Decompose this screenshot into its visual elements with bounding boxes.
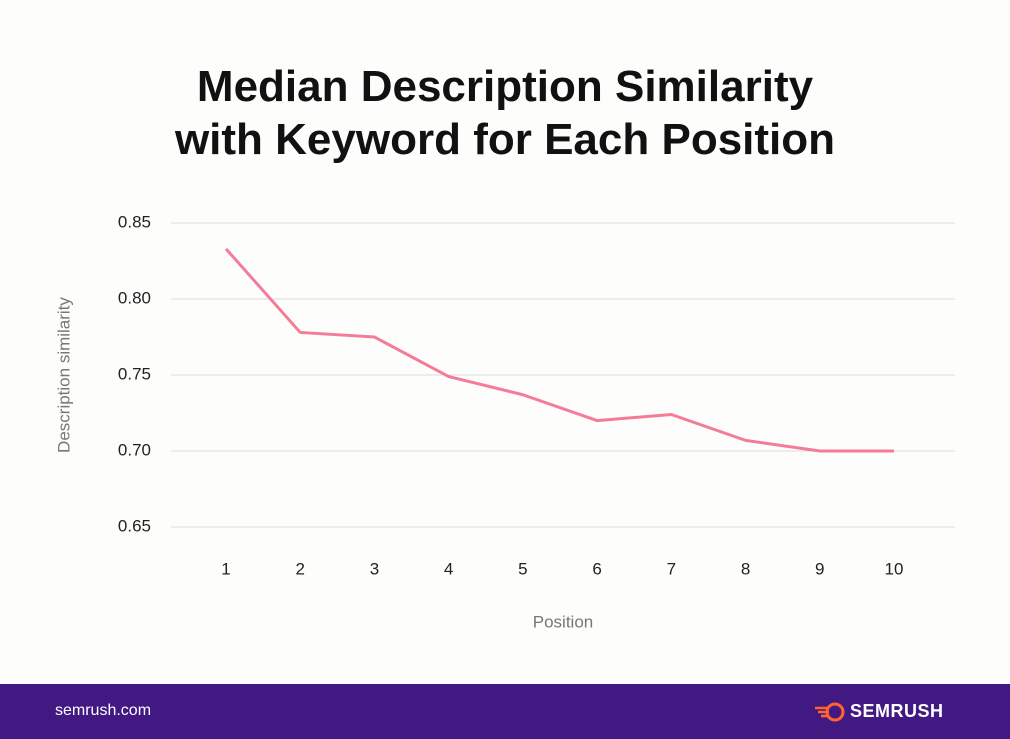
chart-title: Median Description Similarity with Keywo…	[174, 62, 836, 164]
x-tick-label: 6	[592, 559, 601, 578]
footer: semrush.com SEMRUSH	[0, 684, 1010, 739]
line-series	[224, 247, 894, 453]
y-tick-label: 0.80	[118, 288, 151, 307]
y-axis-label: Description similarity	[54, 297, 73, 453]
x-tick-label: 7	[667, 559, 676, 578]
x-tick-label: 9	[815, 559, 824, 578]
y-tick-label: 0.70	[118, 440, 151, 459]
x-tick-label: 8	[741, 559, 750, 578]
y-tick-label: 0.75	[118, 364, 151, 383]
x-tick-label: 10	[885, 559, 904, 578]
x-tick-label: 5	[518, 559, 527, 578]
x-tick-label: 2	[295, 559, 304, 578]
x-tick-label: 3	[370, 559, 379, 578]
brand-logo	[815, 702, 845, 722]
x-tick-label: 4	[444, 559, 453, 578]
chart: Position Description similarity 0.65 0.70…	[54, 212, 955, 631]
footer-site: semrush.com	[55, 702, 152, 719]
footer-brand: SEMRUSH	[850, 701, 944, 721]
y-tick-label: 0.65	[118, 516, 151, 535]
x-axis-label: Position	[533, 612, 593, 631]
y-tick-label: 0.85	[118, 212, 151, 231]
x-tick-label: 1	[221, 559, 230, 578]
